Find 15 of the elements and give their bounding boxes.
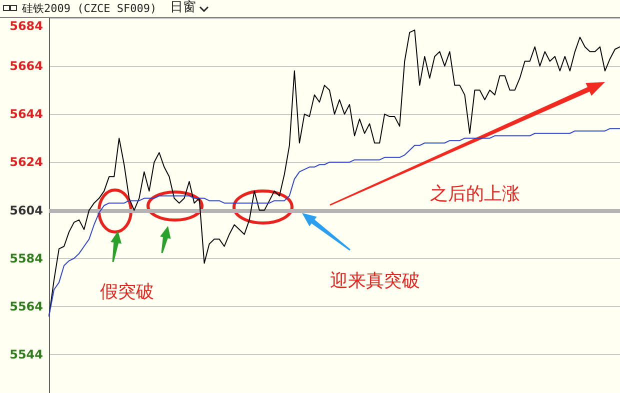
y-tick-label: 5604 bbox=[10, 203, 43, 218]
annotation: 之后的上涨 bbox=[430, 184, 520, 204]
y-tick-label: 5684 bbox=[10, 19, 43, 33]
chart-title: 硅铁2009 (CZCE SF009) bbox=[21, 2, 157, 15]
annotation: 假突破 bbox=[100, 282, 154, 302]
y-tick-label: 5624 bbox=[10, 155, 43, 170]
y-tick-label: 5644 bbox=[10, 107, 43, 122]
y-tick-label: 5544 bbox=[10, 348, 43, 362]
y-tick-label: 5664 bbox=[10, 59, 43, 74]
y-tick-label: 5564 bbox=[10, 299, 43, 314]
y-tick-label: 5584 bbox=[10, 251, 43, 266]
line-series bbox=[48, 128, 620, 317]
chart-subtitle: 日窗 bbox=[170, 0, 196, 15]
annotation: 迎来真突破 bbox=[330, 270, 420, 292]
line-series bbox=[48, 30, 620, 317]
